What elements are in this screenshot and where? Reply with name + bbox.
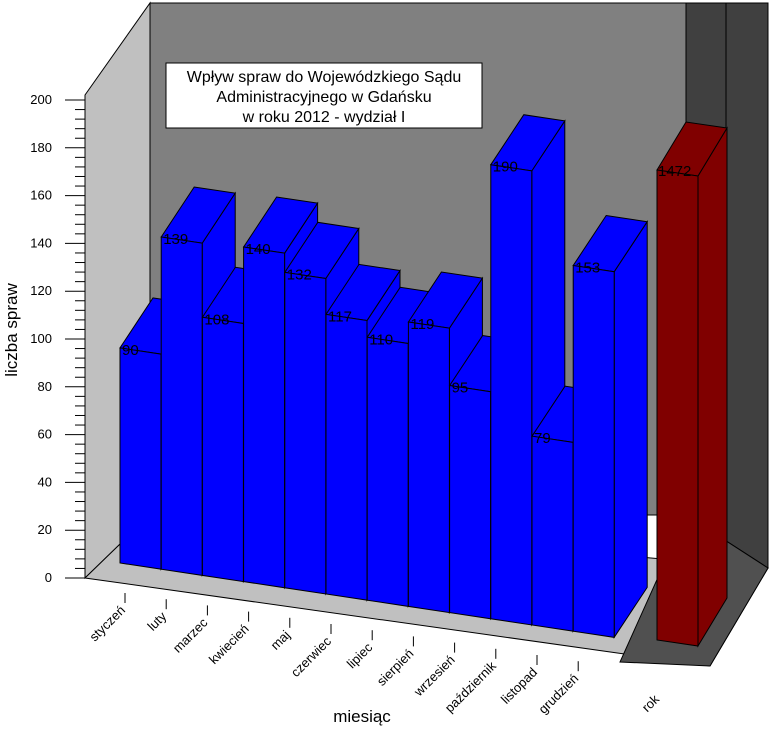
bar-front	[325, 313, 368, 601]
x-category-label: maj	[267, 627, 292, 652]
chart-title-box	[165, 62, 483, 129]
chart-title-line-3: w roku 2012 - wydział I	[242, 109, 406, 126]
chart-title-line-2: Administracyjnego w Gdańsku	[216, 89, 431, 106]
y-tick-label: 120	[30, 283, 52, 298]
bar-front	[160, 236, 203, 576]
bar-value-label: 108	[204, 311, 229, 328]
x-category-label-total: rok	[639, 691, 663, 715]
bar-value-label: 117	[328, 308, 352, 325]
chart-title-line-1: Wpływ spraw do Wojewódzkiego Sądu	[187, 69, 462, 86]
total-bar: 1472	[656, 121, 728, 648]
y-axis: 0 20 40 60 80 100 120 140 160 180 200	[30, 92, 86, 585]
bar-value-label: 190	[493, 159, 518, 176]
bar-value-label: 95	[452, 380, 469, 397]
bar-value-label: 119	[410, 316, 434, 333]
y-tick-label: 180	[30, 140, 52, 155]
y-tick-label: 80	[38, 379, 52, 394]
bar-front	[407, 321, 450, 614]
bar-value-label: 153	[575, 260, 600, 277]
bar-front	[243, 246, 286, 589]
bar-front	[201, 316, 244, 583]
bar-front	[572, 264, 615, 638]
bar-front	[284, 271, 327, 595]
x-category-label: czerwiec	[288, 633, 335, 680]
x-category-label: styczeń	[86, 603, 128, 645]
bar-front	[119, 347, 162, 570]
y-tick-label: 40	[38, 474, 52, 489]
y-tick-label: 0	[45, 570, 52, 585]
bar-front	[531, 435, 574, 632]
bar-value-label: 79	[534, 430, 551, 447]
bar-front	[366, 336, 409, 607]
y-tick-label: 100	[30, 331, 52, 346]
y-tick-label: 140	[30, 235, 52, 250]
total-bar-side	[697, 126, 728, 648]
x-axis-title: miesiąc	[333, 707, 391, 726]
y-tick-label: 160	[30, 188, 52, 203]
bars: 90 139 108 140 132 117 110 119 95 190 79 153 1472	[119, 114, 728, 648]
x-category-label: lipiec	[344, 639, 376, 671]
x-category-label: listopad	[498, 665, 540, 707]
y-axis-title: liczba spraw	[2, 283, 21, 377]
bar-value-label: 90	[122, 342, 139, 359]
total-bar-front	[656, 169, 699, 647]
total-value-label: 1472	[658, 163, 691, 180]
bar-value-label: 139	[163, 231, 188, 248]
x-category-label: luty	[144, 608, 169, 633]
y-tick-label: 20	[38, 522, 52, 537]
bar-value-label: 110	[369, 331, 393, 348]
x-category-label: kwiecień	[206, 621, 252, 667]
x-category-label: marzec	[170, 615, 211, 656]
x-category-label: grudzień	[535, 671, 581, 717]
x-category-label: sierpień	[374, 646, 417, 689]
bar-value-label: 132	[287, 266, 312, 283]
y-tick-label: 60	[38, 427, 52, 442]
bar-front	[490, 164, 533, 626]
y-tick-label: 200	[30, 92, 52, 107]
bar-value-label: 140	[246, 241, 271, 258]
bar-side	[613, 220, 648, 640]
bar-front	[449, 384, 492, 620]
bar: 153	[572, 214, 649, 640]
x-category-label: wrzesień	[410, 652, 458, 700]
